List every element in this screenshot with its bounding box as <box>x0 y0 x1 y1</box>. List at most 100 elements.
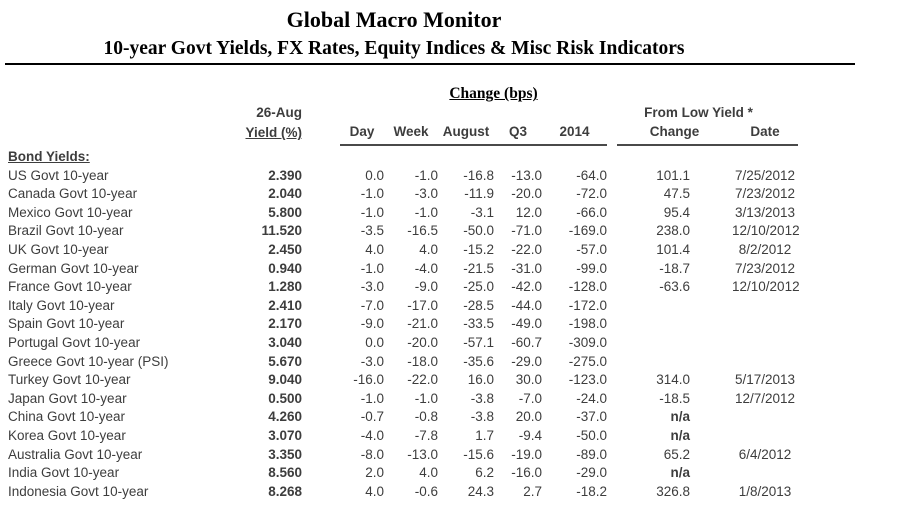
cell-yield: 2.390 <box>268 167 302 183</box>
cell-week: -22.0 <box>407 372 438 388</box>
report-header: Global Macro Monitor 10-year Govt Yields… <box>0 0 788 62</box>
cell-august: -15.2 <box>463 241 494 257</box>
table-row: Turkey Govt 10-year 9.040 -16.0 -22.0 16.0 30… <box>8 371 798 390</box>
table-row: Japan Govt 10-year 0.500 -1.0 -1.0 -3.8 -7.0 -… <box>8 390 798 409</box>
spacer-cell <box>302 167 340 186</box>
cell-q3: -20.0 <box>511 186 542 202</box>
header-divider-rule <box>5 63 855 65</box>
spacer-cell <box>302 104 340 123</box>
cell-august: -21.5 <box>463 260 494 276</box>
cell-y2014: -72.0 <box>576 186 608 202</box>
cell-from_low_change <box>617 353 732 372</box>
section-header-row: Bond Yields: <box>8 145 798 167</box>
table-header: Change (bps) 26-Aug From Low Yield * Yie… <box>8 83 799 146</box>
table-row: Korea Govt 10-year 3.070 -4.0 -7.8 1.7 -9.4 -5… <box>8 427 798 446</box>
cell-from_low_change: 65.2 <box>663 446 691 462</box>
cell-name: Australia Govt 10-year <box>8 446 143 462</box>
cell-week: -18.0 <box>407 353 438 369</box>
cell-week: -1.0 <box>414 167 438 183</box>
blank-cell <box>8 104 240 123</box>
table-row: US Govt 10-year 2.390 0.0 -1.0 -16.8 -13.0 -64… <box>8 167 798 186</box>
spacer-cell <box>302 123 340 145</box>
table-row: Portugal Govt 10-year 3.040 0.0 -20.0 -57.1 -… <box>8 334 798 353</box>
cell-from_low_date <box>732 297 798 316</box>
table-row: Canada Govt 10-year 2.040 -1.0 -3.0 -11.9 -20… <box>8 185 798 204</box>
cell-august: -16.8 <box>463 167 494 183</box>
cell-y2014: -275.0 <box>568 353 608 369</box>
cell-y2014: -89.0 <box>576 446 608 462</box>
cell-day: -1.0 <box>360 186 384 202</box>
spacer-cell <box>607 464 617 483</box>
cell-day: -4.0 <box>360 427 384 443</box>
cell-yield: 2.410 <box>268 297 302 313</box>
spacer-cell <box>607 278 617 297</box>
spacer-cell <box>607 204 617 223</box>
cell-from_low_date <box>732 315 798 334</box>
cell-day: -3.5 <box>360 223 384 239</box>
cell-q3: -44.0 <box>511 297 542 313</box>
cell-august: 16.0 <box>467 372 494 388</box>
cell-y2014: -172.0 <box>568 297 608 313</box>
cell-day: -1.0 <box>360 260 384 276</box>
cell-y2014: -123.0 <box>568 372 608 388</box>
spacer-cell <box>607 241 617 260</box>
cell-y2014: -37.0 <box>576 409 608 425</box>
cell-week: -4.0 <box>414 260 438 276</box>
cell-q3: -9.4 <box>518 427 542 443</box>
group-header-blank <box>8 83 340 104</box>
table-body: Bond Yields: US Govt 10-year 2.390 0.0 -1.0… <box>8 145 800 502</box>
cell-day: 4.0 <box>365 241 384 257</box>
cell-yield: 3.350 <box>268 446 302 462</box>
table-row: France Govt 10-year 1.280 -3.0 -9.0 -25.0 -42… <box>8 278 800 297</box>
cell-yield: 5.800 <box>268 204 302 220</box>
cell-name: Italy Govt 10-year <box>8 297 115 313</box>
table-row: Spain Govt 10-year 2.170 -9.0 -21.0 -33.5 -49… <box>8 315 798 334</box>
cell-y2014: -66.0 <box>576 204 608 220</box>
cell-name: Japan Govt 10-year <box>8 390 127 406</box>
cell-yield: 0.500 <box>268 390 302 406</box>
cell-august: 1.7 <box>475 427 494 443</box>
cell-from_low_date: 7/25/2012 <box>734 167 796 183</box>
cell-day: -1.0 <box>360 204 384 220</box>
cell-from_low_date <box>732 408 798 427</box>
group-header-row: Change (bps) <box>8 83 798 104</box>
cell-day: 0.0 <box>365 167 384 183</box>
cell-name: China Govt 10-year <box>8 409 126 425</box>
group-header-blank <box>617 83 798 104</box>
blank-cell <box>8 123 240 145</box>
cell-q3: 2.7 <box>523 483 542 499</box>
cell-august: -15.6 <box>463 446 494 462</box>
cell-august: -11.9 <box>464 186 494 202</box>
cell-from_low_change: n/a <box>670 465 691 481</box>
subheader-row-1: 26-Aug From Low Yield * <box>8 104 798 123</box>
cell-yield: 2.450 <box>268 241 302 257</box>
cell-from_low_date: 7/23/2012 <box>734 186 796 202</box>
cell-week: -9.0 <box>414 279 438 295</box>
cell-week: -17.0 <box>407 297 438 313</box>
cell-y2014: -128.0 <box>568 279 608 295</box>
cell-day: 2.0 <box>365 465 384 481</box>
cell-from_low_date: 5/17/2013 <box>734 372 796 388</box>
cell-yield: 3.040 <box>268 334 302 350</box>
table-row: Italy Govt 10-year 2.410 -7.0 -17.0 -28.5 -44… <box>8 297 798 316</box>
cell-week: -1.0 <box>414 390 438 406</box>
cell-from_low_date: 12/10/2012 <box>732 223 800 239</box>
cell-day: -3.0 <box>360 279 384 295</box>
cell-q3: -60.7 <box>511 334 542 350</box>
cell-q3: 20.0 <box>515 409 542 425</box>
col-header-q3: Q3 <box>494 123 542 146</box>
cell-from_low_change: 326.8 <box>656 483 691 499</box>
cell-from_low_date: 8/2/2012 <box>738 241 792 257</box>
cell-from_low_change <box>617 315 732 334</box>
table-row: Mexico Govt 10-year 5.800 -1.0 -1.0 -3.1 12.0… <box>8 204 798 223</box>
cell-y2014: -18.2 <box>576 483 608 499</box>
cell-week: -13.0 <box>407 446 438 462</box>
cell-q3: -29.0 <box>511 353 542 369</box>
cell-yield: 9.040 <box>268 372 302 388</box>
cell-august: -57.1 <box>463 334 494 350</box>
cell-yield: 8.268 <box>268 483 302 499</box>
spacer-cell <box>607 104 617 123</box>
spacer-cell <box>607 483 617 502</box>
spacer-cell <box>607 222 617 241</box>
spacer-cell <box>302 464 340 483</box>
